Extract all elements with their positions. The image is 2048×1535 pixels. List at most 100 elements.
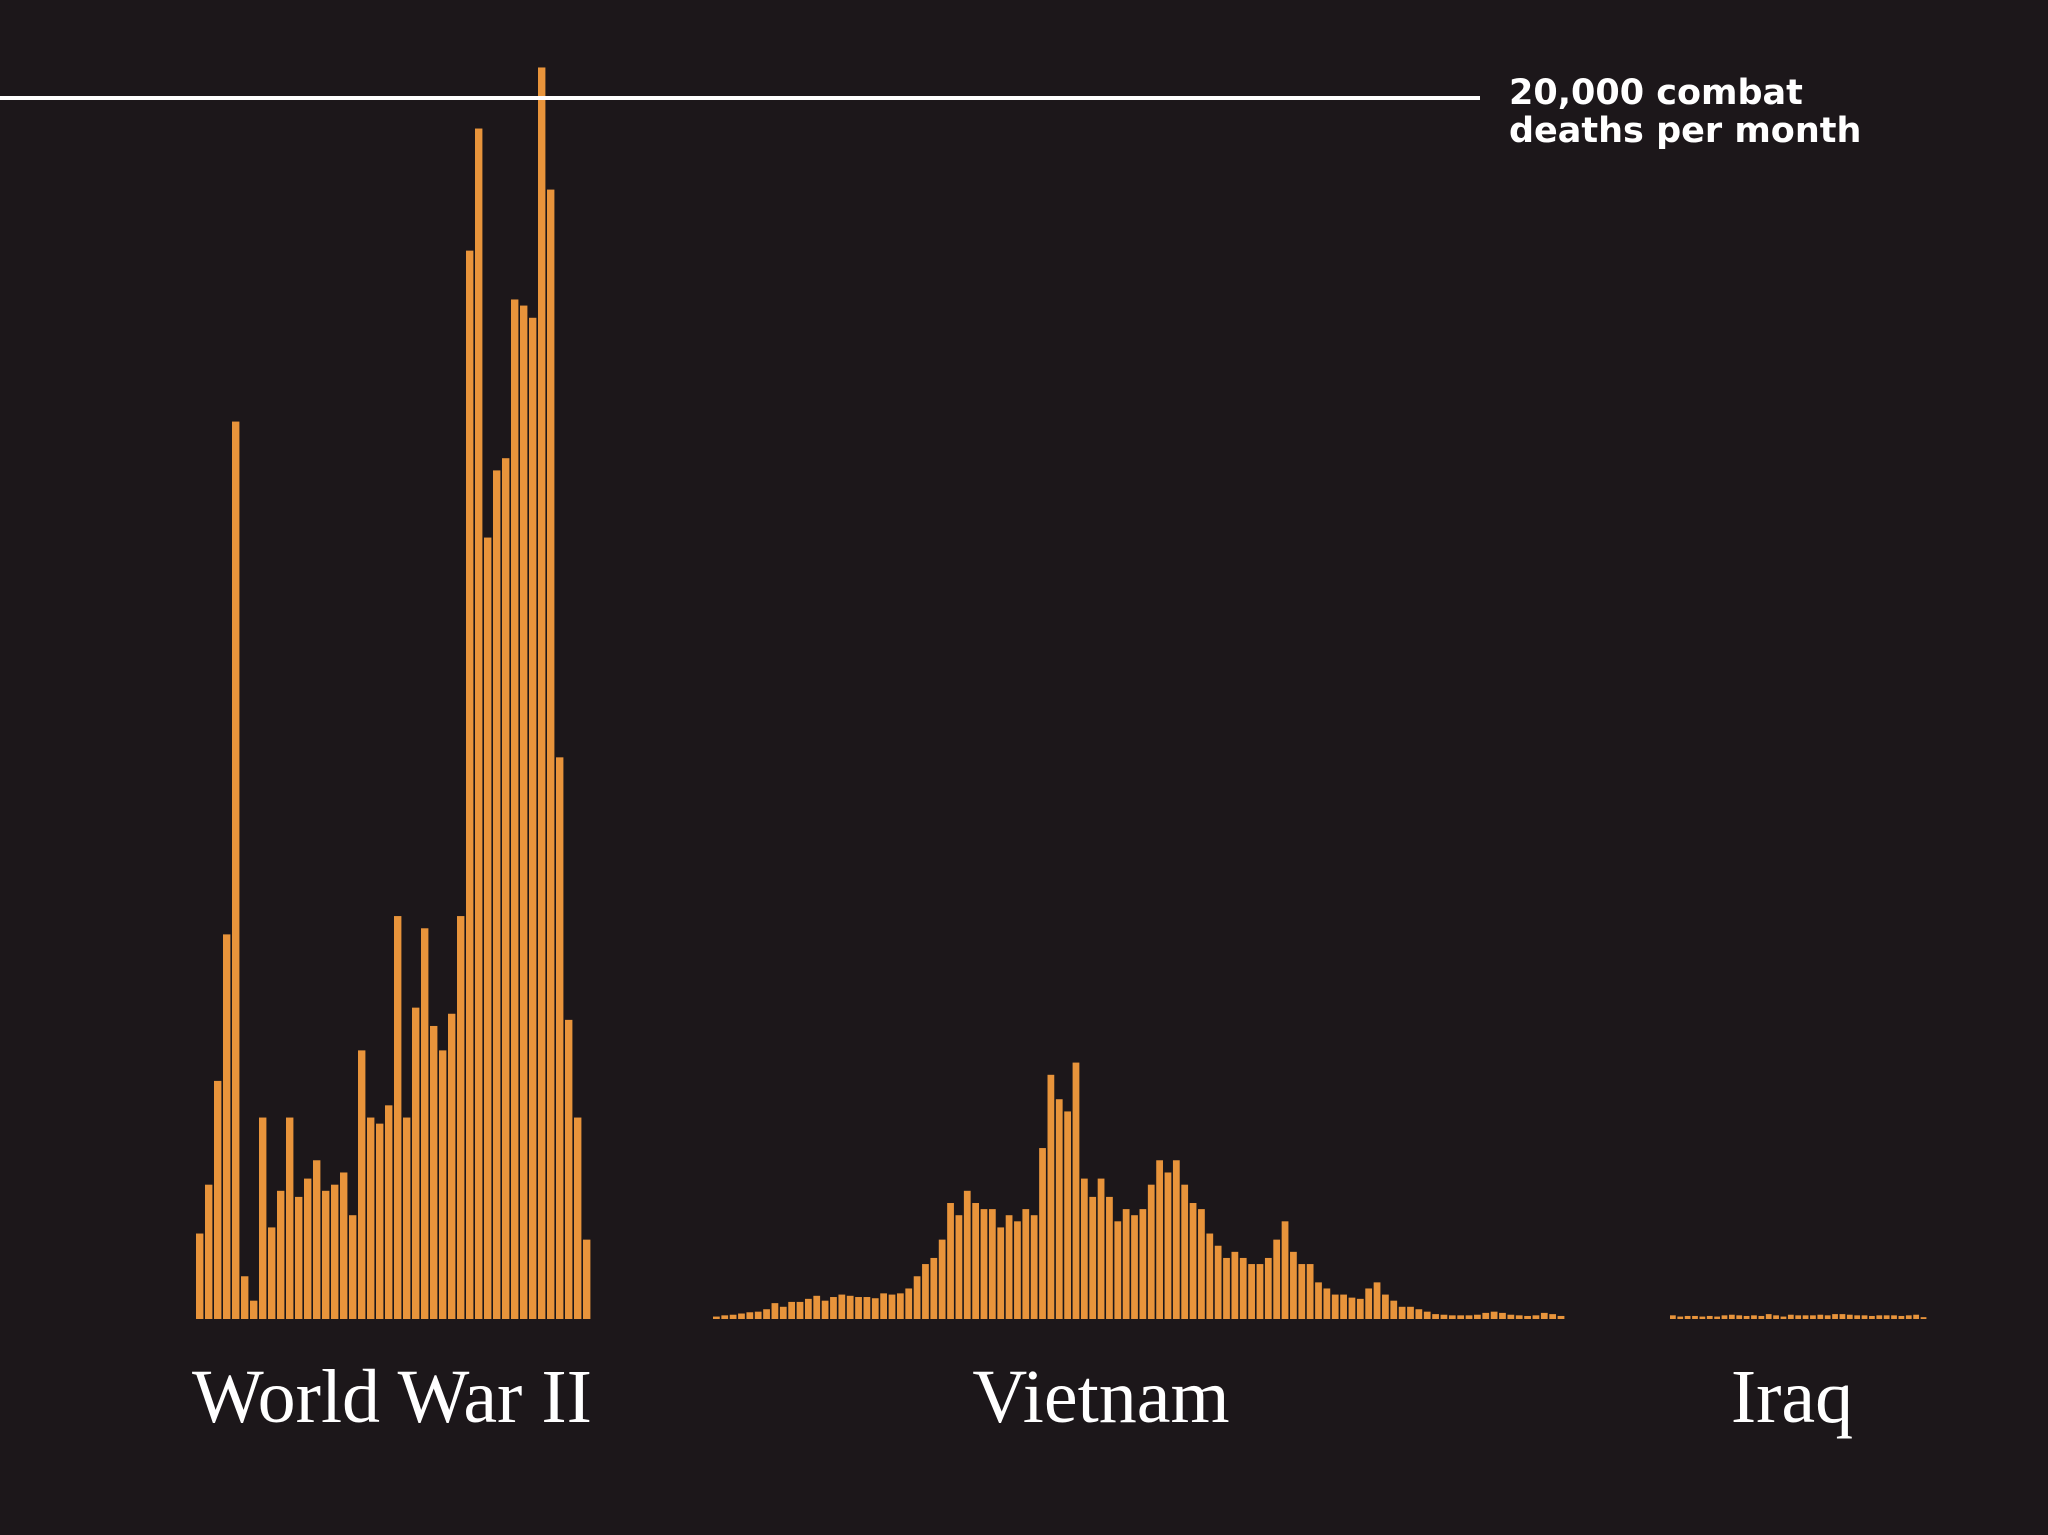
bar-iraq-21 xyxy=(1817,1314,1824,1319)
reference-line-label: 20,000 combat deaths per month xyxy=(1509,74,1861,150)
bar-iraq-33 xyxy=(1905,1315,1912,1319)
bar-vietnam-85 xyxy=(1415,1309,1423,1319)
group-label-world-war-ii: World War II xyxy=(191,1355,592,1439)
bar-world-war-ii-12 xyxy=(295,1196,303,1319)
bar-vietnam-23 xyxy=(896,1293,904,1319)
bar-world-war-ii-6 xyxy=(241,1276,249,1319)
bar-iraq-8 xyxy=(1721,1315,1728,1319)
bar-vietnam-66 xyxy=(1256,1264,1264,1320)
bar-vietnam-18 xyxy=(855,1297,862,1319)
bar-vietnam-2 xyxy=(721,1315,729,1319)
bar-world-war-ii-5 xyxy=(232,421,240,1319)
bar-iraq-34 xyxy=(1913,1314,1920,1319)
bar-vietnam-94 xyxy=(1490,1311,1498,1319)
bar-world-war-ii-7 xyxy=(250,1300,258,1319)
bar-vietnam-11 xyxy=(796,1301,804,1319)
bar-world-war-ii-31 xyxy=(466,250,474,1320)
bar-iraq-4 xyxy=(1692,1315,1698,1319)
bar-vietnam-54 xyxy=(1156,1160,1163,1319)
bar-vietnam-6 xyxy=(754,1311,762,1319)
bar-world-war-ii-25 xyxy=(412,1007,420,1319)
bar-vietnam-84 xyxy=(1407,1306,1414,1319)
bar-world-war-ii-15 xyxy=(322,1190,330,1320)
bar-vietnam-17 xyxy=(846,1295,854,1319)
bar-iraq-28 xyxy=(1869,1315,1875,1319)
group-label-iraq: Iraq xyxy=(1730,1355,1854,1439)
bar-world-war-ii-10 xyxy=(277,1190,285,1320)
bar-vietnam-74 xyxy=(1323,1288,1331,1319)
bar-world-war-ii-34 xyxy=(493,470,501,1319)
bar-vietnam-97 xyxy=(1515,1315,1523,1319)
bar-vietnam-42 xyxy=(1055,1099,1063,1319)
bar-world-war-ii-8 xyxy=(259,1117,267,1320)
bar-world-war-ii-43 xyxy=(574,1117,582,1320)
bar-vietnam-88 xyxy=(1440,1314,1448,1319)
bar-vietnam-49 xyxy=(1114,1221,1122,1319)
bar-vietnam-73 xyxy=(1315,1282,1322,1319)
bar-vietnam-71 xyxy=(1298,1264,1306,1320)
bar-iraq-16 xyxy=(1780,1316,1787,1319)
bar-vietnam-68 xyxy=(1273,1239,1281,1319)
bar-vietnam-80 xyxy=(1373,1282,1381,1319)
bar-iraq-35 xyxy=(1920,1317,1927,1319)
bar-iraq-29 xyxy=(1876,1315,1883,1319)
bar-world-war-ii-14 xyxy=(313,1160,321,1319)
bar-vietnam-19 xyxy=(863,1297,871,1319)
bar-world-war-ii-16 xyxy=(331,1184,339,1319)
bar-iraq-26 xyxy=(1854,1315,1861,1319)
bar-iraq-27 xyxy=(1861,1315,1868,1319)
bar-iraq-1 xyxy=(1670,1315,1676,1319)
bar-vietnam-27 xyxy=(930,1257,938,1319)
bar-world-war-ii-22 xyxy=(385,1105,393,1320)
bar-vietnam-76 xyxy=(1340,1294,1347,1319)
bar-iraq-9 xyxy=(1728,1314,1735,1319)
bar-world-war-ii-26 xyxy=(421,928,429,1319)
bar-vietnam-38 xyxy=(1022,1209,1030,1319)
bar-vietnam-5 xyxy=(746,1312,754,1319)
bar-vietnam-59 xyxy=(1198,1209,1205,1319)
bar-world-war-ii-17 xyxy=(340,1172,348,1319)
bar-iraq-30 xyxy=(1883,1315,1890,1319)
bar-iraq-23 xyxy=(1832,1314,1838,1319)
bar-vietnam-52 xyxy=(1139,1209,1147,1319)
bar-vietnam-65 xyxy=(1248,1264,1255,1320)
bar-iraq-11 xyxy=(1743,1315,1750,1319)
bar-iraq-25 xyxy=(1846,1314,1853,1319)
bar-vietnam-10 xyxy=(788,1301,796,1319)
bar-vietnam-79 xyxy=(1365,1288,1373,1319)
bar-vietnam-20 xyxy=(871,1298,879,1319)
bar-vietnam-37 xyxy=(1014,1221,1021,1319)
bar-vietnam-69 xyxy=(1281,1221,1289,1319)
bar-vietnam-35 xyxy=(997,1227,1005,1319)
bar-world-war-ii-28 xyxy=(439,1050,447,1319)
bar-vietnam-87 xyxy=(1432,1314,1439,1319)
bar-vietnam-43 xyxy=(1064,1111,1071,1319)
bar-vietnam-48 xyxy=(1106,1196,1113,1319)
bar-vietnam-47 xyxy=(1097,1178,1105,1319)
bar-world-war-ii-21 xyxy=(376,1123,384,1319)
bar-vietnam-81 xyxy=(1382,1294,1389,1319)
bar-vietnam-91 xyxy=(1465,1315,1473,1319)
bar-vietnam-56 xyxy=(1172,1160,1180,1319)
bar-world-war-ii-39 xyxy=(538,67,546,1320)
bar-vietnam-101 xyxy=(1549,1314,1557,1319)
bar-vietnam-70 xyxy=(1290,1251,1297,1320)
bar-iraq-3 xyxy=(1684,1315,1691,1319)
bar-world-war-ii-3 xyxy=(214,1080,222,1319)
bar-world-war-ii-42 xyxy=(565,1019,573,1319)
bar-vietnam-82 xyxy=(1390,1300,1398,1319)
bar-vietnam-26 xyxy=(922,1264,929,1320)
bar-vietnam-75 xyxy=(1331,1294,1339,1319)
bar-vietnam-40 xyxy=(1039,1148,1046,1319)
bar-vietnam-1 xyxy=(713,1316,720,1319)
bar-vietnam-61 xyxy=(1214,1245,1222,1319)
bar-iraq-31 xyxy=(1891,1315,1897,1319)
bar-iraq-12 xyxy=(1751,1315,1757,1319)
bar-iraq-17 xyxy=(1787,1314,1794,1319)
bar-vietnam-78 xyxy=(1356,1298,1364,1319)
bar-iraq-5 xyxy=(1699,1316,1706,1319)
bar-vietnam-24 xyxy=(905,1288,913,1319)
bar-vietnam-7 xyxy=(763,1309,770,1319)
bar-vietnam-62 xyxy=(1223,1257,1230,1319)
